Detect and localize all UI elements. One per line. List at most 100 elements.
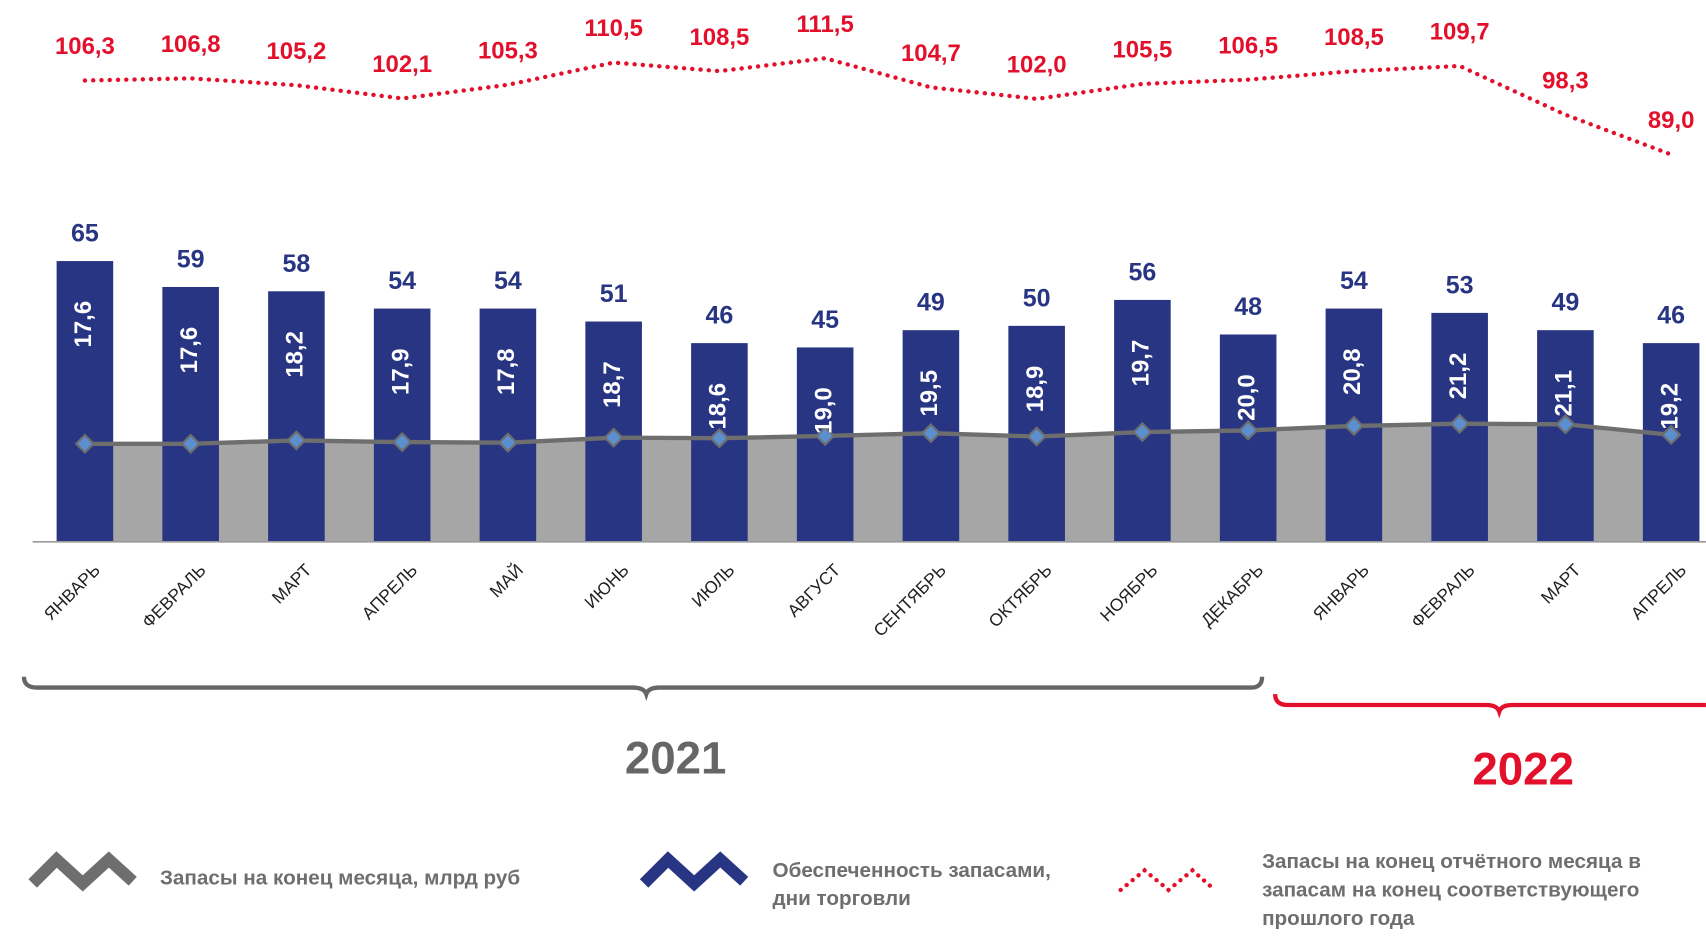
stock-marker xyxy=(1343,415,1365,437)
stock-line xyxy=(84,421,1672,446)
index-label: 105,5 xyxy=(1112,37,1172,64)
bar-label: 65 xyxy=(71,220,99,248)
index-label: 106,5 xyxy=(1218,32,1278,59)
bar xyxy=(1114,299,1171,542)
stock-label: 19,7 xyxy=(1128,340,1155,387)
year-label: 2021 xyxy=(625,733,727,784)
bar xyxy=(162,286,219,542)
stock-marker xyxy=(1237,420,1259,441)
legend-icon xyxy=(639,851,749,892)
index-label: 109,7 xyxy=(1430,19,1490,46)
year-bracket xyxy=(1272,693,1706,719)
stock-marker xyxy=(1026,426,1047,447)
x-tick-label: НОЯБРЬ xyxy=(1096,560,1162,626)
stock-marker xyxy=(1660,424,1682,446)
x-tick-label: МАРТ xyxy=(1537,560,1585,608)
bar xyxy=(373,308,431,542)
x-tick-label: АПРЕЛЬ xyxy=(358,560,422,624)
bar-label: 54 xyxy=(494,267,522,295)
stock-marker xyxy=(1449,413,1470,434)
stock-label: 17,9 xyxy=(387,348,414,395)
legend-entry: Обеспеченность запасами, дни торговли xyxy=(772,859,1051,911)
stock-marker xyxy=(709,427,730,449)
index-label: 98,3 xyxy=(1542,67,1589,94)
stock-marker xyxy=(1555,414,1576,435)
x-tick-label: ОКТЯБРЬ xyxy=(984,560,1055,631)
bar-label: 54 xyxy=(388,267,416,295)
index-line xyxy=(82,56,1674,157)
stock-label: 19,0 xyxy=(810,387,837,434)
x-tick-label: ИЮНЬ xyxy=(580,560,632,612)
stock-marker xyxy=(180,433,201,455)
stock-marker xyxy=(1132,421,1153,443)
bar-label: 59 xyxy=(177,245,205,273)
index-label: 106,3 xyxy=(55,33,115,60)
bar-label: 49 xyxy=(1551,289,1579,317)
stock-label: 17,6 xyxy=(176,327,203,374)
stock-label: 18,9 xyxy=(1022,366,1049,413)
stock-label: 18,7 xyxy=(599,361,626,408)
stock-label: 21,2 xyxy=(1445,353,1472,400)
stock-marker xyxy=(920,422,942,444)
stock-label: 20,0 xyxy=(1233,374,1260,421)
stock-label: 20,8 xyxy=(1339,348,1366,395)
stock-marker xyxy=(814,425,836,447)
year-bracket xyxy=(21,676,1265,701)
legend-icon xyxy=(1118,867,1213,893)
bar-label: 56 xyxy=(1128,258,1156,286)
x-tick-label: АВГУСТ xyxy=(783,560,844,621)
stock-label: 17,6 xyxy=(70,301,97,348)
bar-label: 46 xyxy=(1657,302,1685,330)
stock-label: 19,5 xyxy=(916,370,943,417)
bar xyxy=(479,308,537,542)
bar-label: 58 xyxy=(282,250,310,278)
bar xyxy=(56,261,114,542)
x-tick-label: МАЙ xyxy=(486,560,527,601)
stock-label: 18,2 xyxy=(282,331,309,378)
legend-entry: Запасы на конец отчётного месяца в запас… xyxy=(1262,850,1641,931)
index-label: 106,8 xyxy=(161,31,221,58)
x-tick-label: ФЕВРАЛЬ xyxy=(1407,560,1479,632)
index-label: 102,0 xyxy=(1007,52,1067,79)
bar-label: 50 xyxy=(1023,284,1051,312)
stock-label: 19,2 xyxy=(1656,383,1683,430)
bar-label: 45 xyxy=(811,306,839,334)
stock-label: 21,1 xyxy=(1551,370,1578,417)
year-label: 2022 xyxy=(1472,744,1574,795)
stock-marker xyxy=(603,427,624,448)
x-tick-label: ЯНВАРЬ xyxy=(40,560,104,624)
x-tick-label: ЯНВАРЬ xyxy=(1309,560,1373,624)
x-tick-label: АПРЕЛЬ xyxy=(1627,560,1691,624)
index-label: 108,5 xyxy=(689,24,749,51)
x-tick-label: МАРТ xyxy=(268,560,316,608)
bar-label: 54 xyxy=(1340,267,1368,295)
index-label: 110,5 xyxy=(584,15,643,42)
bar-label: 49 xyxy=(917,289,945,317)
stock-label: 18,6 xyxy=(705,383,732,430)
stock-label: 17,8 xyxy=(493,348,520,395)
bar xyxy=(268,291,325,542)
bar-label: 53 xyxy=(1446,271,1474,299)
legend-label: Запасы на конец месяца, млрд руб xyxy=(159,867,521,890)
index-label: 102,1 xyxy=(372,51,432,78)
index-label: 105,2 xyxy=(266,38,326,65)
bar-label: 48 xyxy=(1234,293,1262,321)
stock-marker xyxy=(74,433,96,455)
index-label: 89,0 xyxy=(1648,107,1695,134)
stock-marker xyxy=(391,431,413,453)
bar xyxy=(1537,330,1594,542)
legend-icon xyxy=(28,851,137,892)
bar-label: 51 xyxy=(600,280,628,308)
stock-marker xyxy=(286,430,307,451)
legend-label: Запасы на конец отчётного месяца в запас… xyxy=(1262,850,1641,931)
legend-entry: Запасы на конец месяца, млрд руб xyxy=(159,867,521,890)
index-label: 108,5 xyxy=(1324,24,1384,51)
index-label: 111,5 xyxy=(797,11,854,38)
index-label: 105,3 xyxy=(478,37,538,64)
x-tick-label: ДЕКАБРЬ xyxy=(1197,560,1267,630)
x-tick-label: СЕНТЯБРЬ xyxy=(869,560,950,641)
index-label: 104,7 xyxy=(901,40,961,67)
legend-label: Обеспеченность запасами, дни торговли xyxy=(772,859,1051,911)
